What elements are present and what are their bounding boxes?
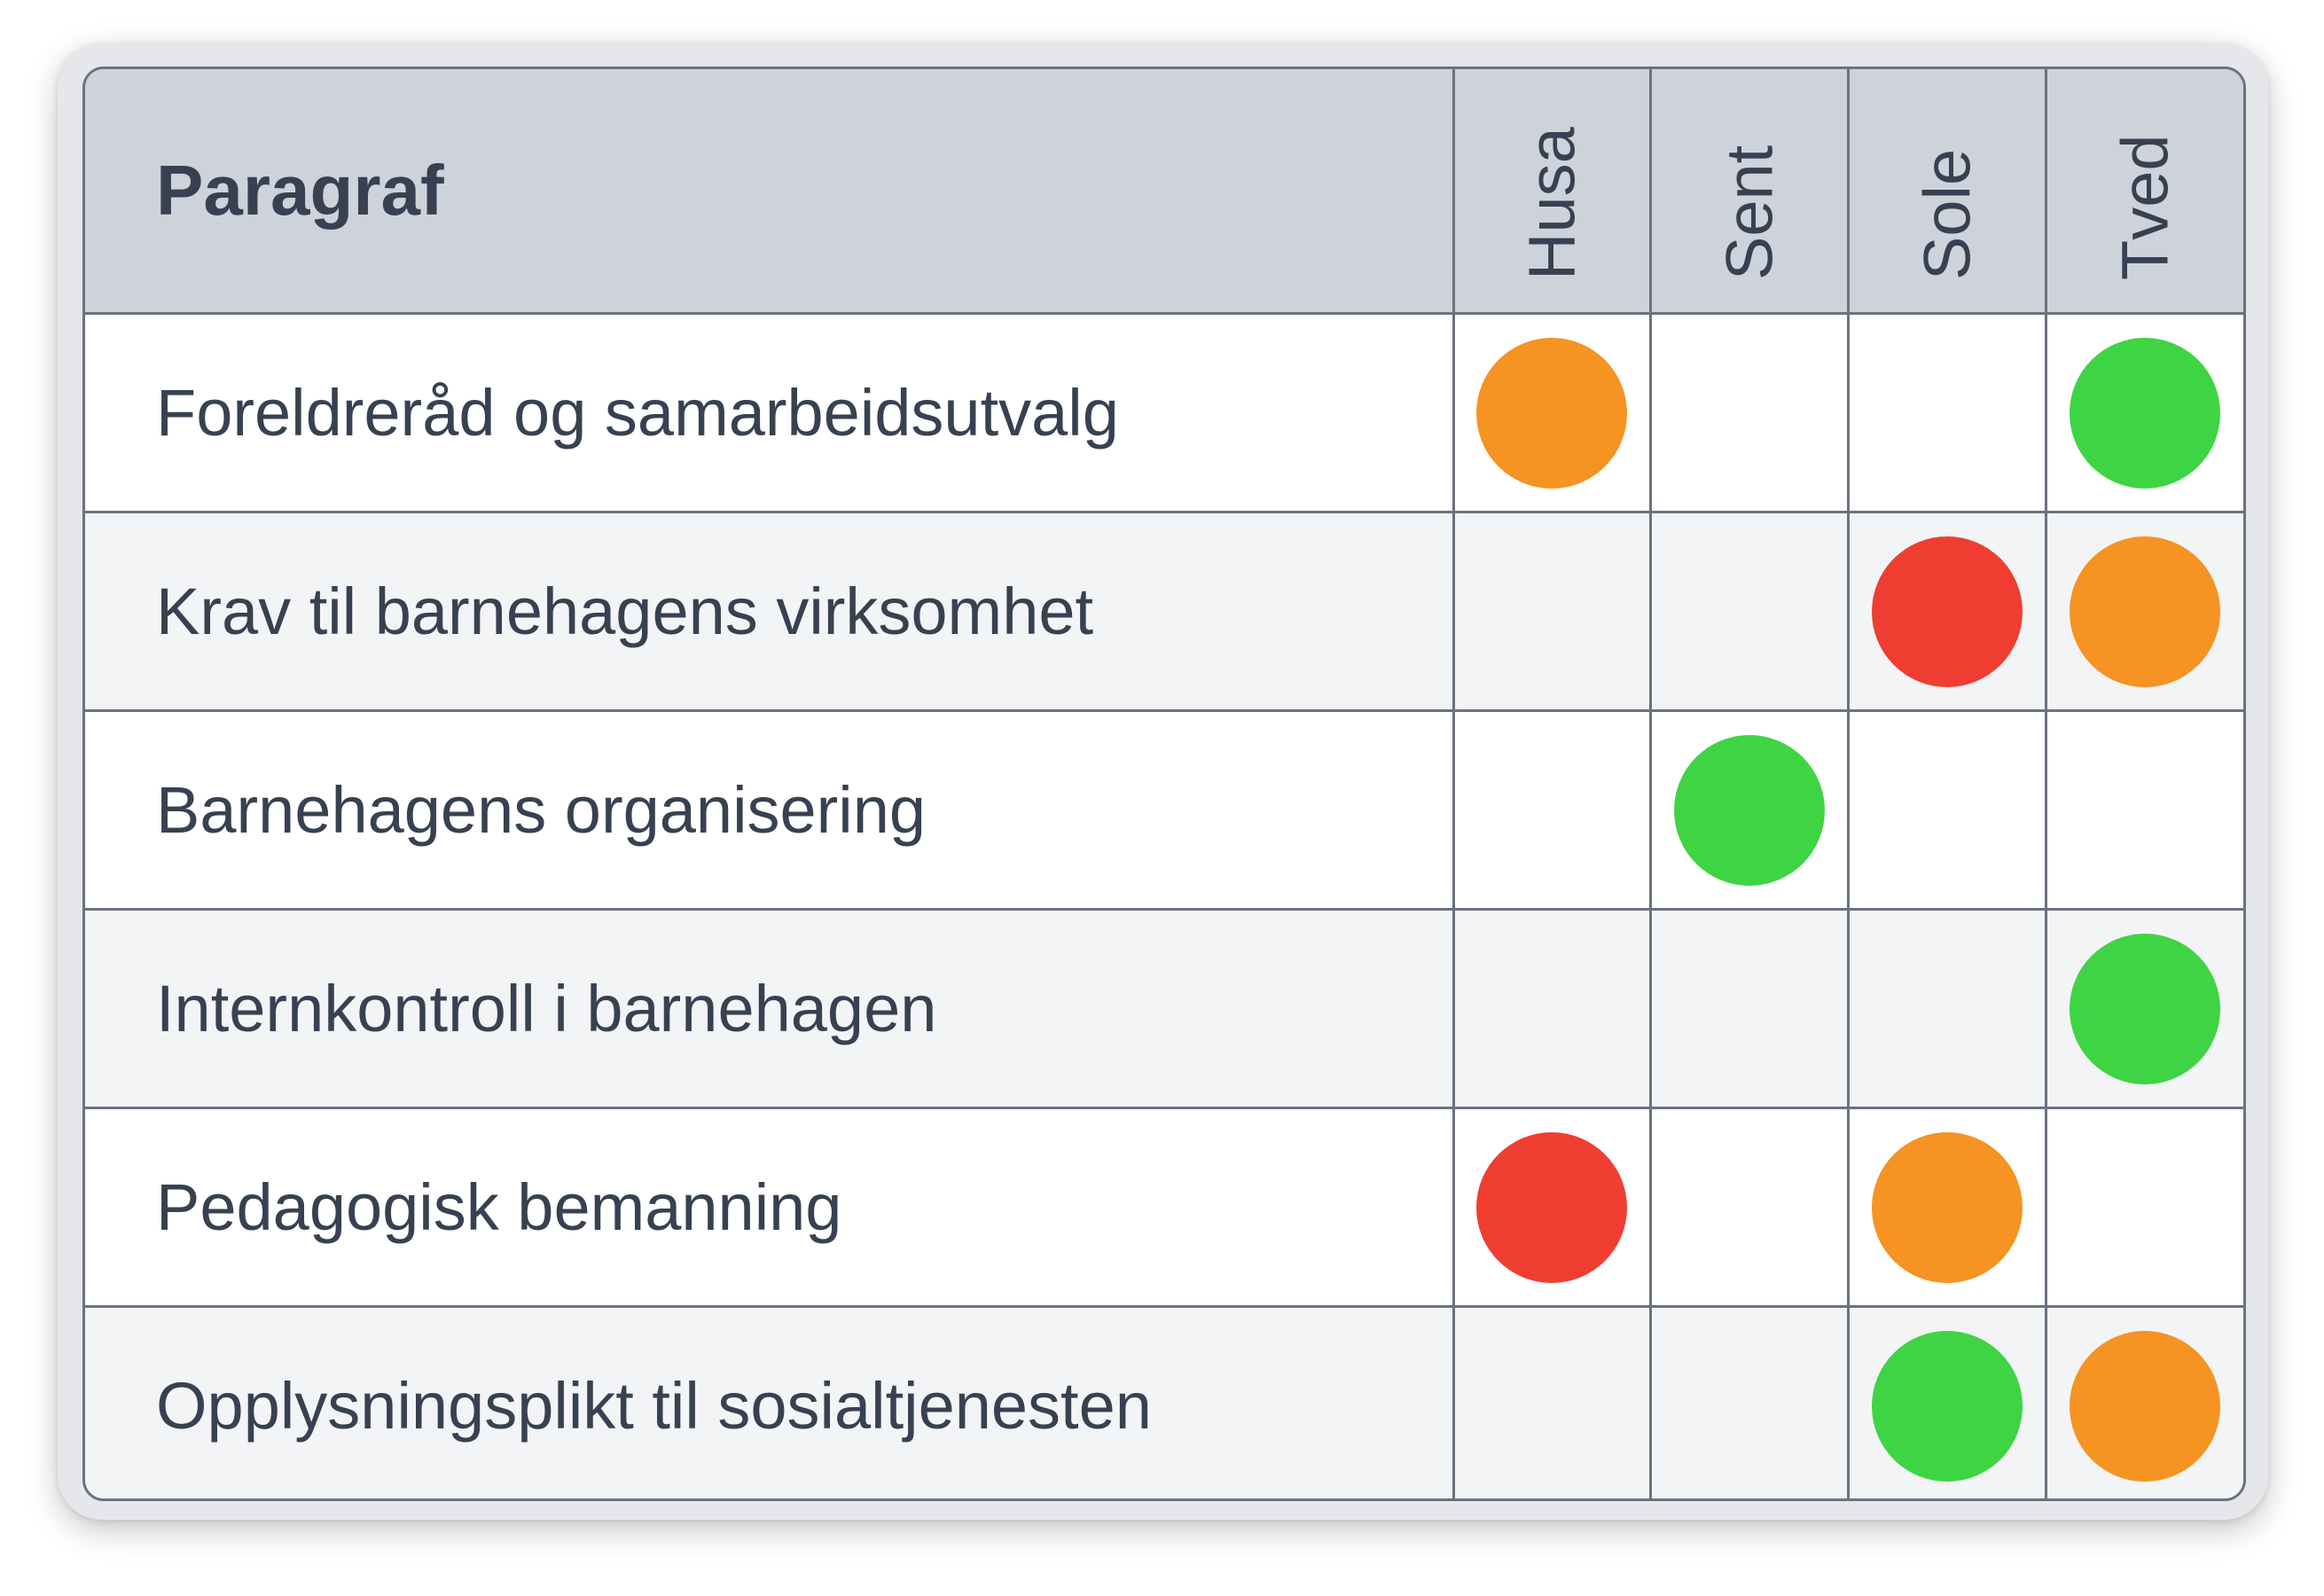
status-cell bbox=[1649, 1305, 1850, 1498]
status-cell bbox=[2044, 709, 2243, 911]
status-matrix: Paragraf Husa Sent Sole Tved Foreldreråd… bbox=[82, 66, 2246, 1501]
status-dot-red bbox=[1871, 536, 2023, 687]
status-cell bbox=[1847, 908, 2047, 1109]
column-header-tved: Tved bbox=[2044, 69, 2243, 315]
column-header-label: Sent bbox=[1712, 145, 1787, 280]
status-cell bbox=[1649, 1107, 1850, 1308]
paragraph-label: Krav til barnehagens virksomhet bbox=[85, 511, 1455, 712]
status-table: Paragraf Husa Sent Sole Tved Foreldreråd… bbox=[85, 69, 2243, 1498]
status-cell bbox=[2044, 908, 2243, 1109]
status-dot-green bbox=[1871, 1330, 2023, 1482]
column-header-husa: Husa bbox=[1452, 69, 1653, 315]
status-cell bbox=[1452, 1107, 1653, 1308]
status-cell bbox=[1649, 312, 1850, 513]
status-cell bbox=[2044, 1107, 2243, 1308]
status-dot-orange bbox=[2070, 1330, 2221, 1482]
status-cell bbox=[1452, 312, 1653, 513]
table-row: Pedagogisk bemanning bbox=[85, 1107, 2243, 1308]
column-header-sent: Sent bbox=[1649, 69, 1850, 315]
status-cell bbox=[1649, 709, 1850, 911]
column-header-sole: Sole bbox=[1847, 69, 2047, 315]
paragraph-label: Internkontroll i barnehagen bbox=[85, 908, 1455, 1109]
status-dot-green bbox=[2070, 337, 2221, 489]
column-header-label: Husa bbox=[1514, 127, 1589, 280]
status-dot-orange bbox=[1476, 337, 1628, 489]
status-cell bbox=[2044, 511, 2243, 712]
status-cell bbox=[2044, 1305, 2243, 1498]
table-row: Opplysningsplikt til sosialtjenesten bbox=[85, 1305, 2243, 1498]
status-cell bbox=[1847, 1107, 2047, 1308]
paragraph-label: Foreldreråd og samarbeidsutvalg bbox=[85, 312, 1455, 513]
status-cell bbox=[1847, 312, 2047, 513]
status-dot-orange bbox=[1871, 1131, 2023, 1283]
table-row: Foreldreråd og samarbeidsutvalg bbox=[85, 312, 2243, 513]
column-header-label: Sole bbox=[1910, 148, 1984, 280]
paragraph-label: Opplysningsplikt til sosialtjenesten bbox=[85, 1305, 1455, 1498]
table-row: Internkontroll i barnehagen bbox=[85, 908, 2243, 1109]
status-cell bbox=[1649, 511, 1850, 712]
table-row: Barnehagens organisering bbox=[85, 709, 2243, 911]
status-dot-green bbox=[1674, 734, 1826, 886]
status-cell bbox=[1452, 709, 1653, 911]
header-row: Paragraf Husa Sent Sole Tved bbox=[85, 69, 2243, 315]
status-cell bbox=[1452, 511, 1653, 712]
status-cell bbox=[1649, 908, 1850, 1109]
status-cell bbox=[1452, 908, 1653, 1109]
column-header-label: Tved bbox=[2108, 134, 2182, 280]
status-card: Paragraf Husa Sent Sole Tved Foreldreråd… bbox=[58, 43, 2268, 1520]
paragraph-label: Pedagogisk bemanning bbox=[85, 1107, 1455, 1308]
column-header-paragraf: Paragraf bbox=[85, 69, 1455, 315]
status-cell bbox=[1847, 709, 2047, 911]
table-row: Krav til barnehagens virksomhet bbox=[85, 511, 2243, 712]
status-dot-green bbox=[2070, 933, 2221, 1084]
status-cell bbox=[2044, 312, 2243, 513]
status-cell bbox=[1847, 511, 2047, 712]
status-dot-red bbox=[1476, 1131, 1628, 1283]
status-dot-orange bbox=[2070, 536, 2221, 687]
status-cell bbox=[1847, 1305, 2047, 1498]
status-cell bbox=[1452, 1305, 1653, 1498]
paragraph-label: Barnehagens organisering bbox=[85, 709, 1455, 911]
